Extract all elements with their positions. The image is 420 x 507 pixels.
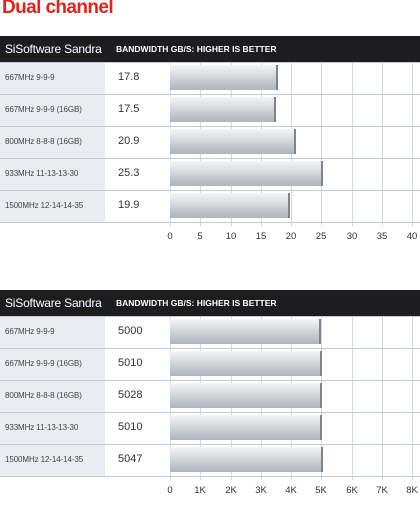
- row-divider: [0, 62, 420, 63]
- data-value-label: 5010: [118, 421, 143, 433]
- x-tick-label: 1K: [194, 485, 206, 496]
- data-value-label: 25.3: [118, 167, 140, 179]
- x-tick-label: 8K: [406, 485, 418, 496]
- row-divider: [0, 190, 420, 191]
- row-divider: [0, 380, 420, 381]
- grid-line: [382, 316, 383, 480]
- category-label: 800MHz 8-8-8 (16GB): [5, 391, 82, 400]
- bar: [170, 319, 322, 344]
- grid-line: [382, 62, 383, 226]
- category-label: 800MHz 8-8-8 (16GB): [5, 137, 82, 146]
- x-tick-label: 6K: [346, 485, 358, 496]
- bar: [170, 161, 324, 186]
- metric-label: BANDWIDTH GB/S: HIGHER IS BETTER: [116, 298, 277, 308]
- benchmark-tool-label: SiSoftware Sandra: [5, 42, 102, 56]
- row-divider: [0, 158, 420, 159]
- row-divider: [0, 222, 420, 223]
- bar: [170, 129, 297, 154]
- x-tick-label: 4K: [285, 485, 297, 496]
- row-divider: [0, 94, 420, 95]
- row-divider: [0, 476, 420, 477]
- chart-header: SiSoftware Sandra BANDWIDTH GB/S: HIGHER…: [0, 290, 420, 316]
- x-tick-label: 5: [197, 231, 203, 242]
- grid-line: [321, 62, 322, 226]
- row-divider: [0, 126, 420, 127]
- category-label: 667MHz 9-9-9 (16GB): [5, 105, 82, 114]
- data-value-label: 5047: [118, 453, 143, 465]
- bandwidth-chart-top: SiSoftware Sandra BANDWIDTH GB/S: HIGHER…: [0, 36, 420, 256]
- bar: [170, 351, 322, 376]
- data-value-label: 5010: [118, 357, 143, 369]
- x-tick-label: 15: [255, 231, 267, 242]
- row-divider: [0, 316, 420, 317]
- category-label: 667MHz 9-9-9: [5, 327, 55, 336]
- x-tick-label: 0: [167, 231, 173, 242]
- x-tick-label: 10: [225, 231, 237, 242]
- category-label: 933MHz 11-13-13-30: [5, 169, 79, 178]
- category-label: 1500MHz 12-14-14-35: [5, 455, 84, 464]
- category-label: 667MHz 9-9-9 (16GB): [5, 359, 82, 368]
- metric-label: BANDWIDTH GB/S: HIGHER IS BETTER: [116, 44, 277, 54]
- x-tick-label: 30: [346, 231, 358, 242]
- category-label: 667MHz 9-9-9: [5, 73, 55, 82]
- x-tick-label: 2K: [225, 485, 237, 496]
- data-value-label: 17.5: [118, 103, 140, 115]
- x-tick-label: 20: [285, 231, 297, 242]
- grid-line: [412, 316, 413, 480]
- data-value-label: 19.9: [118, 199, 140, 211]
- chart-header: SiSoftware Sandra BANDWIDTH GB/S: HIGHER…: [0, 36, 420, 62]
- bar: [170, 415, 322, 440]
- grid-line: [352, 316, 353, 480]
- benchmark-tool-label: SiSoftware Sandra: [5, 296, 102, 310]
- bar: [170, 193, 291, 218]
- bandwidth-chart-bottom: SiSoftware Sandra BANDWIDTH GB/S: HIGHER…: [0, 290, 420, 507]
- data-value-label: 20.9: [118, 135, 140, 147]
- bar: [170, 65, 278, 90]
- bar: [170, 383, 323, 408]
- category-label-panel: [0, 316, 105, 476]
- category-label: 1500MHz 12-14-14-35: [5, 201, 84, 210]
- x-tick-label: 0: [167, 485, 173, 496]
- row-divider: [0, 444, 420, 445]
- row-divider: [0, 348, 420, 349]
- data-value-label: 5028: [118, 389, 143, 401]
- bar: [170, 97, 276, 122]
- x-tick-label: 3K: [255, 485, 267, 496]
- x-tick-label: 7K: [376, 485, 388, 496]
- data-value-label: 5000: [118, 325, 143, 337]
- category-label-panel: [0, 62, 105, 222]
- data-value-label: 17.8: [118, 71, 140, 83]
- x-tick-label: 5K: [315, 485, 327, 496]
- x-tick-label: 40: [406, 231, 418, 242]
- x-tick-label: 35: [376, 231, 388, 242]
- x-tick-label: 25: [315, 231, 327, 242]
- row-divider: [0, 412, 420, 413]
- grid-line: [412, 62, 413, 226]
- page-title: Dual channel: [2, 0, 114, 18]
- category-label: 933MHz 11-13-13-30: [5, 423, 79, 432]
- grid-line: [352, 62, 353, 226]
- bar: [170, 447, 323, 472]
